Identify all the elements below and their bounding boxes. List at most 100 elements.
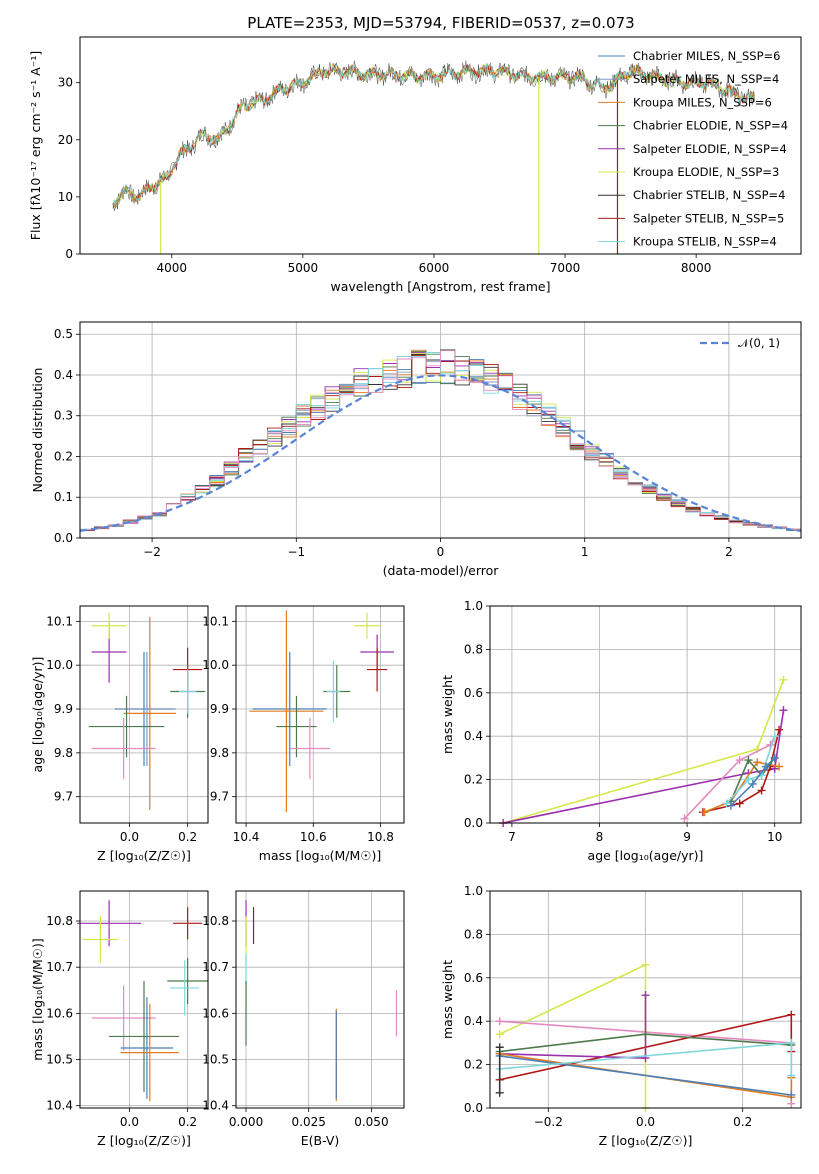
y-tick-label: 1.0 <box>464 599 483 613</box>
y-tick-label: 0.0 <box>464 1101 483 1115</box>
data-marker <box>641 991 650 1000</box>
errorbar-point <box>170 960 200 1016</box>
data-marker <box>757 786 766 795</box>
y-tick-label: 0 <box>65 247 73 261</box>
x-tick-label: 7000 <box>550 261 581 275</box>
x-axis-label: (data-model)/error <box>383 563 500 578</box>
panel-2: −2 −1 0 1 2 0.0 0.1 0.2 0.3 0.4 0.5 (data-model)/er… <box>30 322 802 578</box>
y-tick-label: 10 <box>58 190 73 204</box>
x-axis-label: Z [log₁₀(Z/Z☉)] <box>599 1133 693 1148</box>
panel-3: 0.0 0.2 9.7 9.8 9.9 10.0 10.1 Z [log₁₀(Z/Z☉)] ag… <box>30 606 208 863</box>
y-tick-label: 9.8 <box>210 746 229 760</box>
panel-4: 10.4 10.6 10.8 9.7 9.8 9.9 10.0 10.1 mass [log₁₀… <box>202 606 404 863</box>
y-tick-label: 0.8 <box>464 927 483 941</box>
data-marker <box>495 1043 504 1052</box>
panel-1: 4000 5000 6000 7000 8000 0 10 20 30 wavelength [A… <box>28 49 788 294</box>
data-marker <box>680 814 689 823</box>
x-tick-label: 0.050 <box>354 1115 388 1129</box>
x-tick-label: −0.2 <box>534 1115 563 1129</box>
x-tick-label: 0.2 <box>178 830 197 844</box>
legend-label: Kroupa STELIB, N_SSP=4 <box>633 235 777 249</box>
y-axis-label: mass weight <box>440 675 455 754</box>
data-marker <box>748 779 757 788</box>
y-tick-label: 9.9 <box>210 702 229 716</box>
errorbar-point <box>167 957 208 1005</box>
x-tick-label: 10.4 <box>233 830 260 844</box>
x-tick-label: 4000 <box>156 261 187 275</box>
y-tick-label: 30 <box>58 76 73 90</box>
x-tick-label: −1 <box>287 545 305 559</box>
axes-frame <box>79 321 802 539</box>
x-axis-label: mass [log₁₀(M/M☉)] <box>259 848 381 863</box>
data-marker <box>495 1017 504 1026</box>
legend-label: Kroupa MILES, N_SSP=6 <box>633 95 772 109</box>
y-tick-label: 10.8 <box>46 914 73 928</box>
x-tick-label: 9 <box>683 830 691 844</box>
panel-5: 7 8 9 10 0.0 0.2 0.4 0.6 0.8 1.0 age [log₁₀(age/yr… <box>440 599 801 863</box>
y-tick-label: 0.0 <box>54 531 73 545</box>
mass-weight-line <box>702 729 780 813</box>
x-tick-label: 10 <box>767 830 782 844</box>
axes-frame <box>79 605 209 824</box>
data-marker <box>641 1030 650 1039</box>
x-tick-label: 2 <box>725 545 733 559</box>
errorbar-point <box>353 612 381 639</box>
y-tick-label: 0.2 <box>464 1058 483 1072</box>
errorbar-point <box>82 916 118 963</box>
data-marker <box>779 675 788 684</box>
data-marker <box>641 960 650 969</box>
x-axis-label: Z [log₁₀(Z/Z☉)] <box>97 848 191 863</box>
y-tick-label: 0.6 <box>464 686 483 700</box>
y-tick-label: 10.5 <box>202 1053 229 1067</box>
y-tick-label: 10.6 <box>46 1006 73 1020</box>
y-tick-label: 0.0 <box>464 816 483 830</box>
x-tick-label: 8 <box>596 830 604 844</box>
errorbar-point <box>289 717 331 780</box>
data-marker <box>744 756 753 765</box>
x-tick-label: −2 <box>143 545 161 559</box>
data-marker <box>753 758 762 767</box>
data-marker <box>787 1038 796 1047</box>
x-tick-label: 0.000 <box>229 1115 263 1129</box>
mass-weight-line <box>499 1055 792 1096</box>
errorbar-point <box>173 907 203 940</box>
errorbar-point <box>91 985 156 1051</box>
normal-curve <box>79 374 802 532</box>
y-tick-label: 0.4 <box>464 729 483 743</box>
y-tick-label: 9.9 <box>54 702 73 716</box>
errorbar-point <box>367 647 388 692</box>
axes-frame <box>489 605 802 824</box>
axes-frame <box>235 605 405 824</box>
x-tick-label: 8000 <box>681 261 712 275</box>
y-tick-label: 0.4 <box>54 368 73 382</box>
data-marker <box>779 706 788 715</box>
x-tick-label: 0.2 <box>178 1115 197 1129</box>
x-tick-label: 0.2 <box>733 1115 752 1129</box>
data-marker <box>726 801 735 810</box>
x-tick-label: 7 <box>508 830 516 844</box>
x-axis-label: wavelength [Angstrom, rest frame] <box>330 279 550 294</box>
x-tick-label: 0.0 <box>636 1115 655 1129</box>
panel-6: 0.0 0.2 10.4 10.5 10.6 10.7 10.8 Z [log₁₀(Z/Z☉)… <box>30 891 208 1148</box>
y-tick-label: 10.5 <box>46 1053 73 1067</box>
x-tick-label: 0 <box>437 545 445 559</box>
y-tick-label: 0.6 <box>464 971 483 985</box>
y-tick-label: 10.0 <box>202 658 229 672</box>
errorbar-point <box>109 981 179 1092</box>
y-tick-label: 1.0 <box>464 884 483 898</box>
histogram-step <box>80 350 801 531</box>
y-axis-label: mass [log₁₀(M/M☉)] <box>30 938 45 1060</box>
y-tick-label: 9.8 <box>54 746 73 760</box>
y-tick-label: 10.4 <box>46 1099 73 1113</box>
x-tick-label: 5000 <box>288 261 319 275</box>
y-tick-label: 10.4 <box>202 1099 229 1113</box>
y-tick-label: 10.7 <box>46 960 73 974</box>
axes-frame <box>235 890 405 1109</box>
figure-title: PLATE=2353, MJD=53794, FIBERID=0537, z=0… <box>247 14 634 32</box>
errorbar-point <box>178 669 197 714</box>
legend-label: Salpeter ELODIE, N_SSP=4 <box>633 142 787 156</box>
data-marker <box>787 1090 796 1099</box>
data-marker <box>735 799 744 808</box>
errorbar-point <box>88 695 165 758</box>
